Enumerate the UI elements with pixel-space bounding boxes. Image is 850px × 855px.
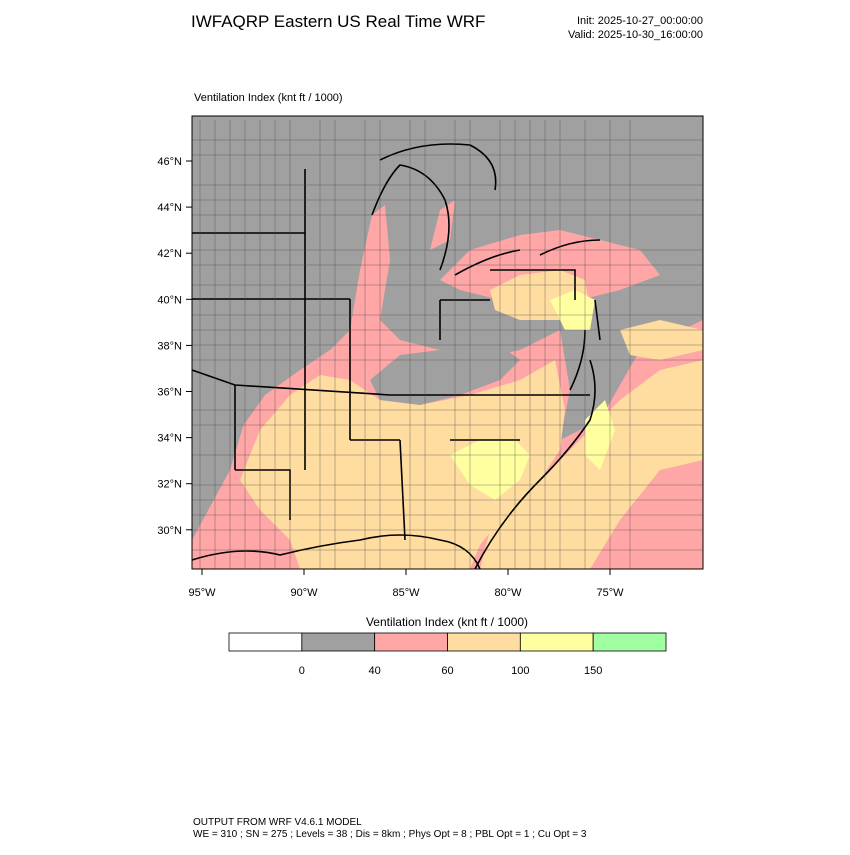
legend-bound: 150 bbox=[584, 665, 602, 677]
lat-label: 42°N bbox=[157, 248, 182, 260]
lat-label: 40°N bbox=[157, 294, 182, 306]
color-swatch bbox=[228, 632, 303, 652]
lat-label: 30°N bbox=[157, 525, 182, 537]
lat-label: 46°N bbox=[157, 156, 182, 168]
legend-bound: 60 bbox=[441, 665, 453, 677]
color-swatch bbox=[592, 632, 667, 652]
title: IWFAQRP Eastern US Real Time WRF bbox=[191, 12, 485, 31]
legend-bound: 100 bbox=[511, 665, 529, 677]
footer-line: OUTPUT FROM WRF V4.6.1 MODEL bbox=[193, 817, 362, 828]
init-time: Init: 2025-10-27_00:00:00 bbox=[577, 15, 703, 27]
lon-label: 85°W bbox=[392, 587, 420, 599]
map bbox=[186, 115, 704, 575]
lon-label: 95°W bbox=[188, 587, 216, 599]
lat-label: 44°N bbox=[157, 202, 182, 214]
color-swatch bbox=[374, 632, 448, 652]
legend-bound: 0 bbox=[299, 665, 305, 677]
legend-title: Ventilation Index (knt ft / 1000) bbox=[366, 615, 528, 629]
lon-label: 90°W bbox=[290, 587, 318, 599]
color-swatch bbox=[519, 632, 594, 652]
legend: 0 40 60 100 150 bbox=[228, 632, 667, 677]
lat-label: 34°N bbox=[157, 433, 182, 445]
footer-line: WE = 310 ; SN = 275 ; Levels = 38 ; Dis … bbox=[193, 829, 587, 840]
lon-label: 80°W bbox=[494, 587, 522, 599]
map-label: Ventilation Index (knt ft / 1000) bbox=[194, 92, 343, 104]
lat-label: 38°N bbox=[157, 340, 182, 352]
lat-label: 36°N bbox=[157, 387, 182, 399]
color-swatch bbox=[301, 632, 376, 652]
lon-label: 75°W bbox=[596, 587, 624, 599]
valid-time: Valid: 2025-10-30_16:00:00 bbox=[568, 29, 703, 41]
color-swatch bbox=[447, 632, 521, 652]
legend-bound: 40 bbox=[369, 665, 381, 677]
lat-label: 32°N bbox=[157, 479, 182, 491]
